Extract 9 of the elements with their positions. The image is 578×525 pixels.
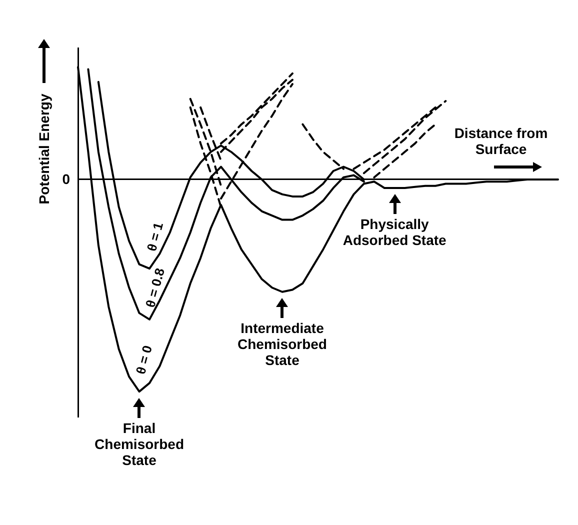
y-axis-title: Potential Energy bbox=[36, 94, 52, 205]
text: θ = 0 bbox=[133, 344, 156, 376]
annotation: Physically Adsorbed State bbox=[342, 216, 448, 248]
annotation: Intermediate Chemisorbed State bbox=[236, 320, 328, 368]
text: Final Chemisorbed State bbox=[94, 420, 185, 468]
text: θ = 0.8 bbox=[142, 266, 168, 309]
text: θ = 1 bbox=[144, 220, 167, 253]
x-axis-title: Distance from Surface bbox=[453, 125, 549, 158]
text: 0 bbox=[62, 171, 70, 188]
